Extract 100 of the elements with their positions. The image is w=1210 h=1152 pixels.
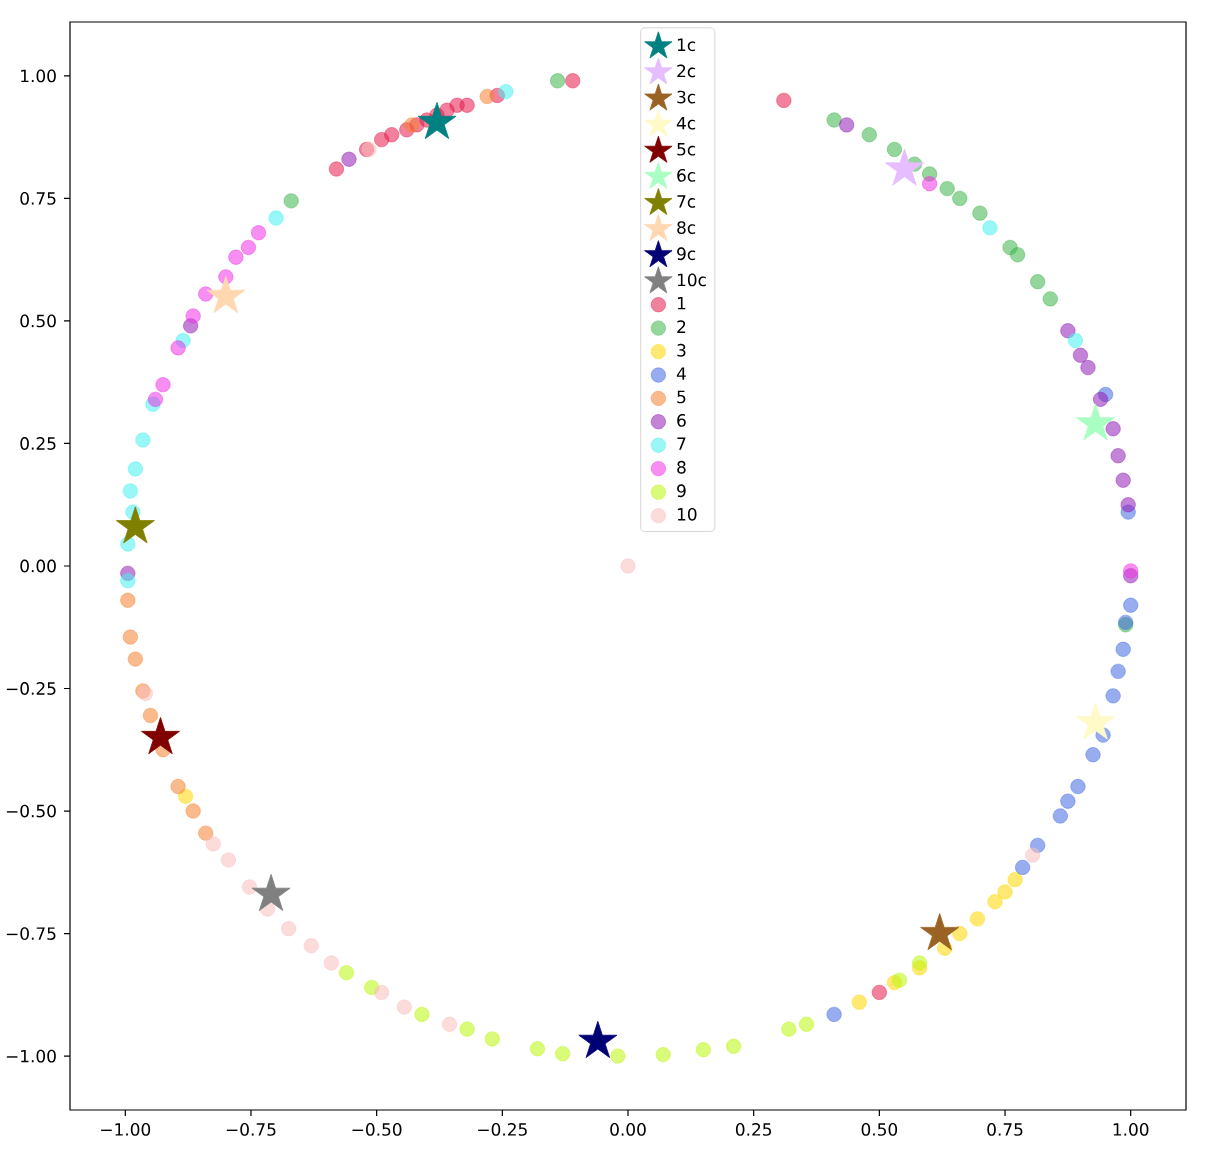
point — [250, 225, 267, 241]
point — [220, 852, 236, 868]
legend-label: 10 — [677, 507, 697, 521]
point — [1070, 778, 1086, 795]
point — [228, 249, 244, 265]
x-tick-label: −0.25 — [478, 1123, 527, 1136]
point — [1115, 641, 1131, 657]
point — [529, 1041, 546, 1057]
y-tick-label: 0.75 — [20, 192, 56, 205]
point — [695, 1042, 712, 1058]
legend-label: 5c — [677, 143, 696, 156]
point — [620, 558, 636, 574]
point — [323, 955, 340, 971]
point — [911, 955, 928, 971]
point — [198, 825, 214, 841]
point — [384, 127, 400, 143]
point — [655, 1047, 671, 1063]
point — [871, 984, 887, 1000]
point — [417, 102, 457, 140]
y-tick-label: −0.50 — [6, 804, 56, 818]
point — [839, 117, 855, 133]
point — [1105, 688, 1121, 704]
point — [861, 127, 877, 143]
point — [972, 205, 988, 221]
point — [122, 483, 138, 499]
point — [555, 1046, 571, 1062]
point — [565, 73, 581, 89]
y-tick-label: 0.00 — [20, 559, 56, 573]
point — [185, 308, 201, 324]
point — [281, 921, 297, 937]
point — [396, 999, 412, 1015]
point — [725, 1038, 742, 1054]
point — [459, 1021, 475, 1037]
legend-label: 4 — [676, 367, 686, 380]
point — [1072, 347, 1089, 363]
x-tick-label: 0.00 — [610, 1123, 646, 1136]
point — [338, 965, 355, 981]
x-tick-label: −0.75 — [226, 1123, 276, 1136]
point — [328, 161, 345, 177]
point — [142, 707, 159, 724]
point — [185, 803, 201, 819]
point — [122, 629, 138, 645]
point — [1060, 793, 1076, 809]
point — [969, 911, 985, 927]
legend-label: 2 — [677, 320, 686, 333]
point — [851, 994, 867, 1010]
point — [441, 1016, 458, 1032]
point — [147, 391, 164, 407]
point — [404, 117, 420, 133]
point — [240, 239, 257, 256]
point — [1076, 702, 1115, 740]
x-tick-label: 0.75 — [987, 1123, 1023, 1136]
point — [268, 210, 284, 226]
point — [1030, 274, 1046, 290]
point — [170, 340, 186, 356]
point — [141, 717, 180, 755]
point — [1015, 859, 1031, 875]
legend-label: 9 — [677, 484, 686, 498]
point — [178, 788, 194, 804]
y-tick-label: −1.00 — [6, 1049, 56, 1063]
point — [205, 836, 221, 852]
y-tick-label: −0.75 — [6, 927, 56, 940]
point — [414, 1006, 430, 1023]
y-tick-label: 0.50 — [20, 314, 56, 328]
point — [283, 193, 299, 209]
point — [1076, 403, 1115, 441]
point — [170, 778, 186, 795]
legend-label: 6 — [677, 414, 686, 427]
point — [1105, 421, 1121, 437]
point — [374, 984, 390, 1000]
point — [1110, 663, 1126, 679]
point — [891, 972, 908, 988]
point — [127, 461, 143, 477]
point — [1007, 872, 1023, 888]
point — [484, 1031, 500, 1047]
point — [1085, 747, 1101, 763]
y-tick-label: 0.25 — [20, 437, 56, 450]
legend-label: 7c — [677, 195, 696, 208]
legend-label: 3c — [677, 90, 696, 104]
y-tick-label: 1.00 — [21, 69, 56, 83]
point — [885, 148, 924, 186]
point — [1092, 391, 1109, 407]
x-tick-label: 0.50 — [861, 1123, 898, 1136]
point — [1052, 808, 1068, 824]
point — [1080, 359, 1096, 376]
x-tick-label: −0.50 — [352, 1123, 402, 1136]
legend-label: 8 — [677, 460, 686, 474]
point — [922, 176, 938, 192]
point — [826, 1006, 842, 1023]
point — [115, 506, 155, 544]
point — [127, 651, 143, 667]
point — [1025, 847, 1041, 863]
legend-label: 1 — [677, 297, 686, 310]
point — [1120, 497, 1136, 513]
point — [997, 884, 1013, 900]
legend-label: 10c — [677, 273, 706, 287]
point — [155, 377, 171, 393]
point — [886, 141, 903, 158]
point — [341, 151, 357, 167]
point — [303, 938, 319, 954]
